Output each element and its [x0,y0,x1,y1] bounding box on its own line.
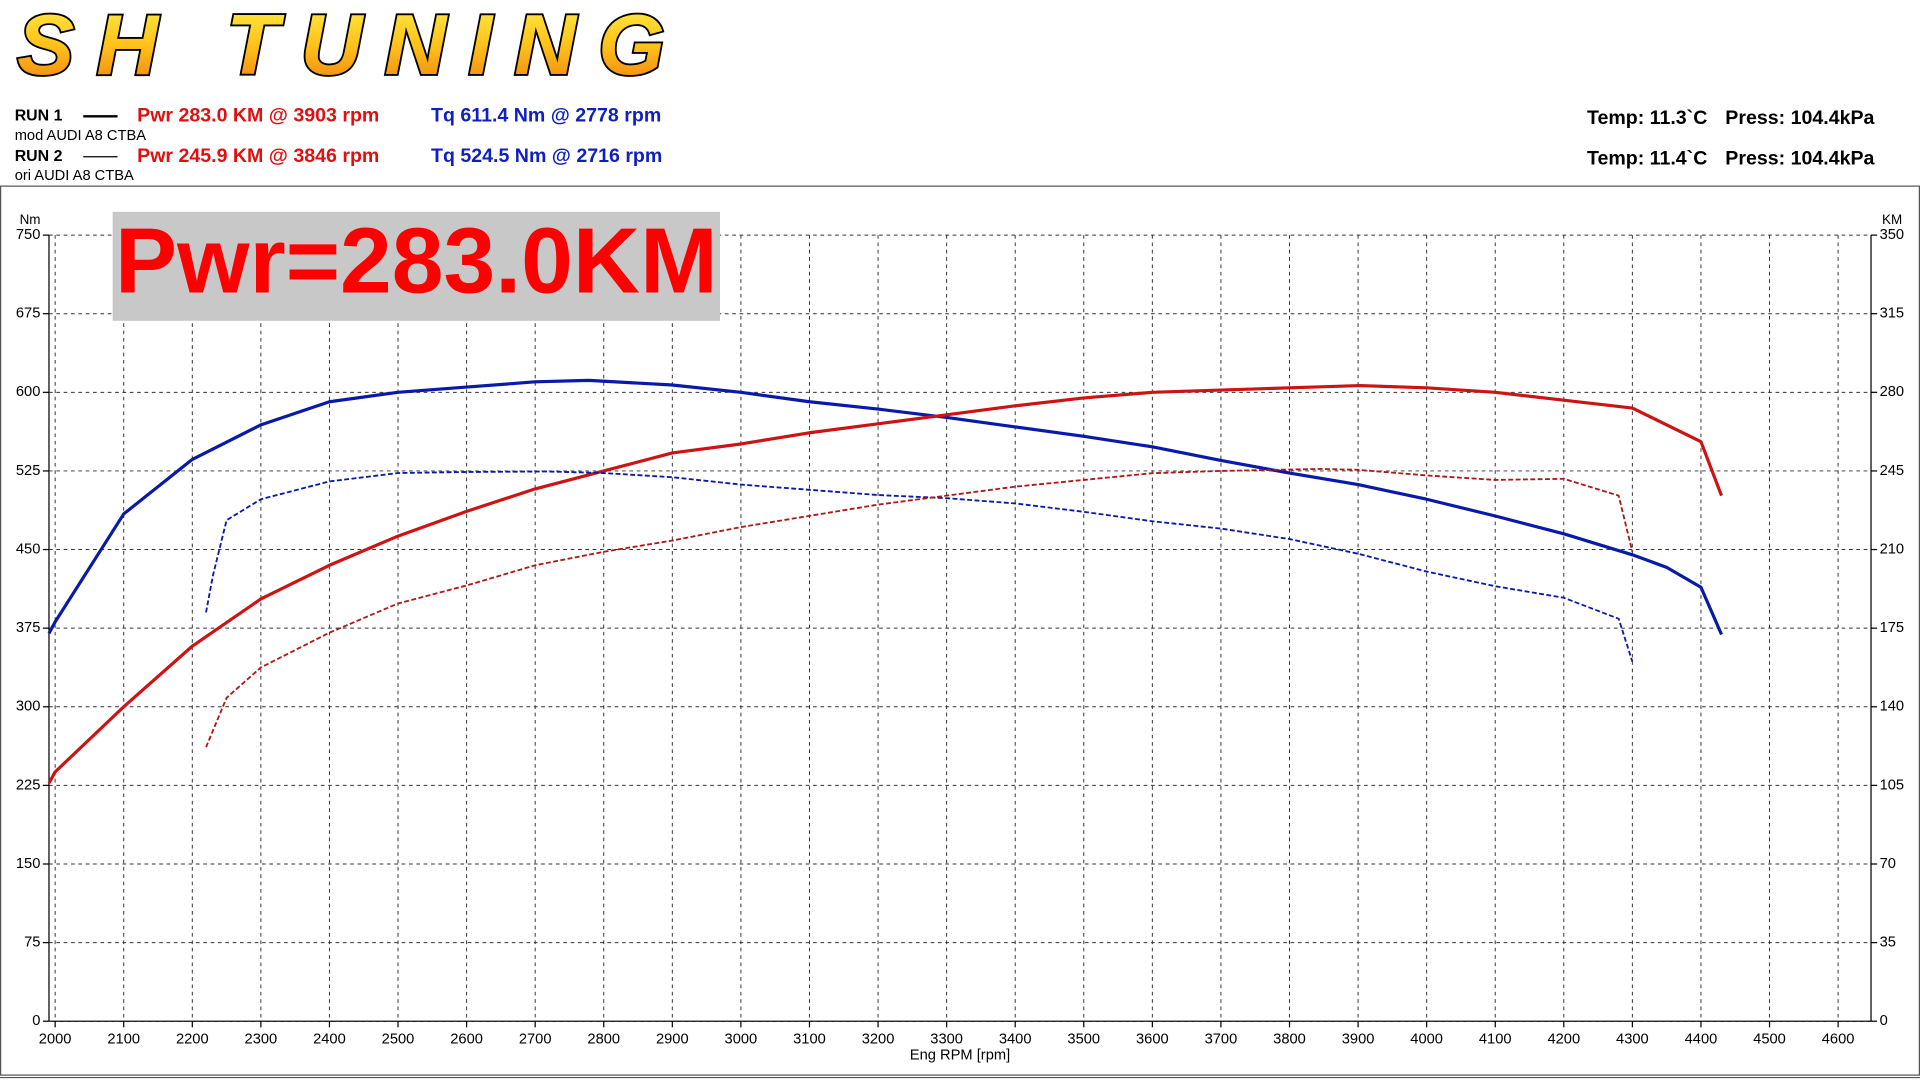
run-torque: Tq 524.5 Nm @ 2716 rpm [431,145,662,167]
x-tick-label: 2400 [313,1031,346,1047]
x-tick-label: 2500 [382,1031,415,1047]
run-vehicle: mod AUDI A8 CTBA [15,128,147,144]
x-tick-label: 3400 [999,1031,1032,1047]
y-tick-label: 300 [16,699,41,715]
x-tick-label: 3600 [1136,1031,1169,1047]
y-tick-label: 675 [16,306,41,322]
x-axis-label: Eng RPM [rpm] [910,1047,1010,1063]
x-tick-label: 3200 [862,1031,895,1047]
x-tick-label: 4500 [1753,1031,1786,1047]
run-label: RUN 2 [15,148,63,165]
y2-tick-label: 245 [1880,463,1905,479]
y2-tick-label: 0 [1880,1013,1888,1029]
x-tick-label: 2700 [519,1031,552,1047]
logo: SH TUNING [17,0,687,93]
x-tick-label: 3700 [1205,1031,1238,1047]
y2-tick-label: 140 [1880,699,1905,715]
annotation-box [112,211,720,321]
lines [47,378,1724,784]
y-tick-label: 0 [32,1013,40,1029]
y2-tick-label: 280 [1880,384,1905,400]
x-tick-label: 3900 [1342,1031,1375,1047]
x-tick-label: 4100 [1479,1031,1512,1047]
x-tick-label: 2800 [587,1031,620,1047]
x-tick-label: 2100 [107,1031,140,1047]
y-tick-label: 375 [16,620,41,636]
y2-tick-label: 70 [1880,856,1896,872]
x-tick-label: 4400 [1685,1031,1718,1047]
run-press: Press: 104.4kPa [1725,107,1875,129]
y2-tick-label: 105 [1880,777,1905,793]
y-tick-label: 750 [16,227,41,243]
x-tick-label: 4300 [1616,1031,1649,1047]
x-tick-label: 3500 [1067,1031,1100,1047]
y2-axis-label: KM [1882,212,1902,227]
series-line [47,384,1724,784]
run-label: RUN 1 [15,108,63,125]
x-tick-label: 4600 [1822,1031,1855,1047]
run-vehicle: ori AUDI A8 CTBA [15,168,134,184]
run-press: Press: 104.4kPa [1725,147,1875,169]
y-tick-label: 600 [16,384,41,400]
series-line [47,378,1723,636]
run-temp: Temp: 11.4`C [1587,147,1707,169]
x-tick-label: 3300 [930,1031,963,1047]
series-line [205,470,1634,662]
series-line [205,468,1634,748]
x-tick-label: 2000 [39,1031,72,1047]
x-tick-label: 2600 [450,1031,483,1047]
run-power: Pwr 283.0 KM @ 3903 rpm [137,104,379,126]
header: RUN 1 mod AUDI A8 CTBA Pwr 283.0 KM @ 3903… [15,104,1876,184]
panel-frame [0,185,1920,1076]
x-tick-label: 2900 [656,1031,689,1047]
x-tick-label: 2200 [176,1031,209,1047]
y-tick-label: 75 [24,934,40,950]
x-tick-label: 3000 [725,1031,758,1047]
run-power: Pwr 245.9 KM @ 3846 rpm [137,145,379,167]
y2-tick-label: 175 [1880,620,1905,636]
y-axis-label: Nm [20,212,41,227]
y2-tick-label: 210 [1880,541,1905,557]
x-tick-label: 3100 [793,1031,826,1047]
x-tick-label: 2300 [245,1031,278,1047]
y2-tick-label: 315 [1880,306,1905,322]
y-tick-label: 150 [16,856,41,872]
x-tick-label: 4200 [1547,1031,1580,1047]
y2-tick-label: 350 [1880,227,1905,243]
y-tick-label: 225 [16,777,41,793]
run-torque: Tq 611.4 Nm @ 2778 rpm [431,104,661,126]
grid: 0 75 150 225 300 375 450 525 600 675 750 0 35 70 105 14… [16,227,1904,1047]
y-tick-label: 450 [16,541,41,557]
x-tick-label: 3800 [1273,1031,1306,1047]
y-tick-label: 525 [16,463,41,479]
annotation: Pwr=283.0KM [115,209,718,313]
run-temp: Temp: 11.3`C [1587,107,1707,129]
x-tick-label: 4000 [1410,1031,1443,1047]
y2-tick-label: 35 [1880,934,1896,950]
